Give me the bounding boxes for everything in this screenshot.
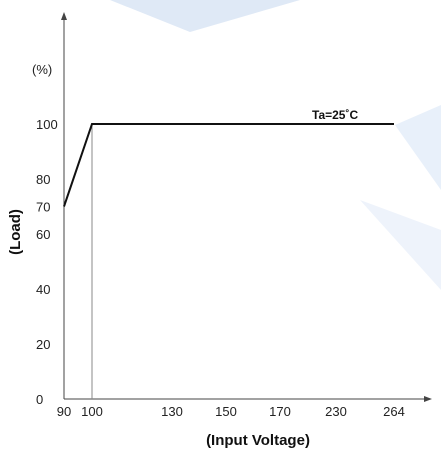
series-layer xyxy=(63,123,394,207)
y-tick-label: 100 xyxy=(36,117,58,132)
watermark-shape-top xyxy=(110,0,300,32)
x-tick-label: 264 xyxy=(383,404,405,419)
y-tick-label: 60 xyxy=(36,227,50,242)
x-axis-title: (Input Voltage) xyxy=(206,432,310,449)
y-tick-label: 70 xyxy=(36,200,50,215)
x-tick-label: 170 xyxy=(269,404,291,419)
watermark-shape-lower xyxy=(360,200,441,290)
y-unit-label: (%) xyxy=(32,62,52,77)
x-tick-label: 150 xyxy=(215,404,237,419)
x-tick-label: 100 xyxy=(81,404,103,419)
watermark-shape-right xyxy=(395,105,441,190)
y-tick-label: 40 xyxy=(36,282,50,297)
y-tick-labels: 0 20 40 60 70 80 100 xyxy=(36,117,58,407)
x-tick-label: 230 xyxy=(325,404,347,419)
x-tick-label: 90 xyxy=(57,404,71,419)
watermark xyxy=(110,0,441,290)
x-tick-label: 130 xyxy=(161,404,183,419)
y-tick-label: 0 xyxy=(36,392,43,407)
series-line xyxy=(63,123,394,207)
x-tick-labels: 90 100 130 150 170 230 264 xyxy=(57,404,405,419)
axes xyxy=(61,12,432,402)
x-axis-arrow xyxy=(424,396,432,402)
y-tick-label: 20 xyxy=(36,337,50,352)
annotation-ta: Ta=25˚C xyxy=(312,108,358,122)
y-tick-label: 80 xyxy=(36,172,50,187)
y-axis-arrow xyxy=(61,12,67,20)
y-axis-title: (Load) xyxy=(7,209,24,255)
